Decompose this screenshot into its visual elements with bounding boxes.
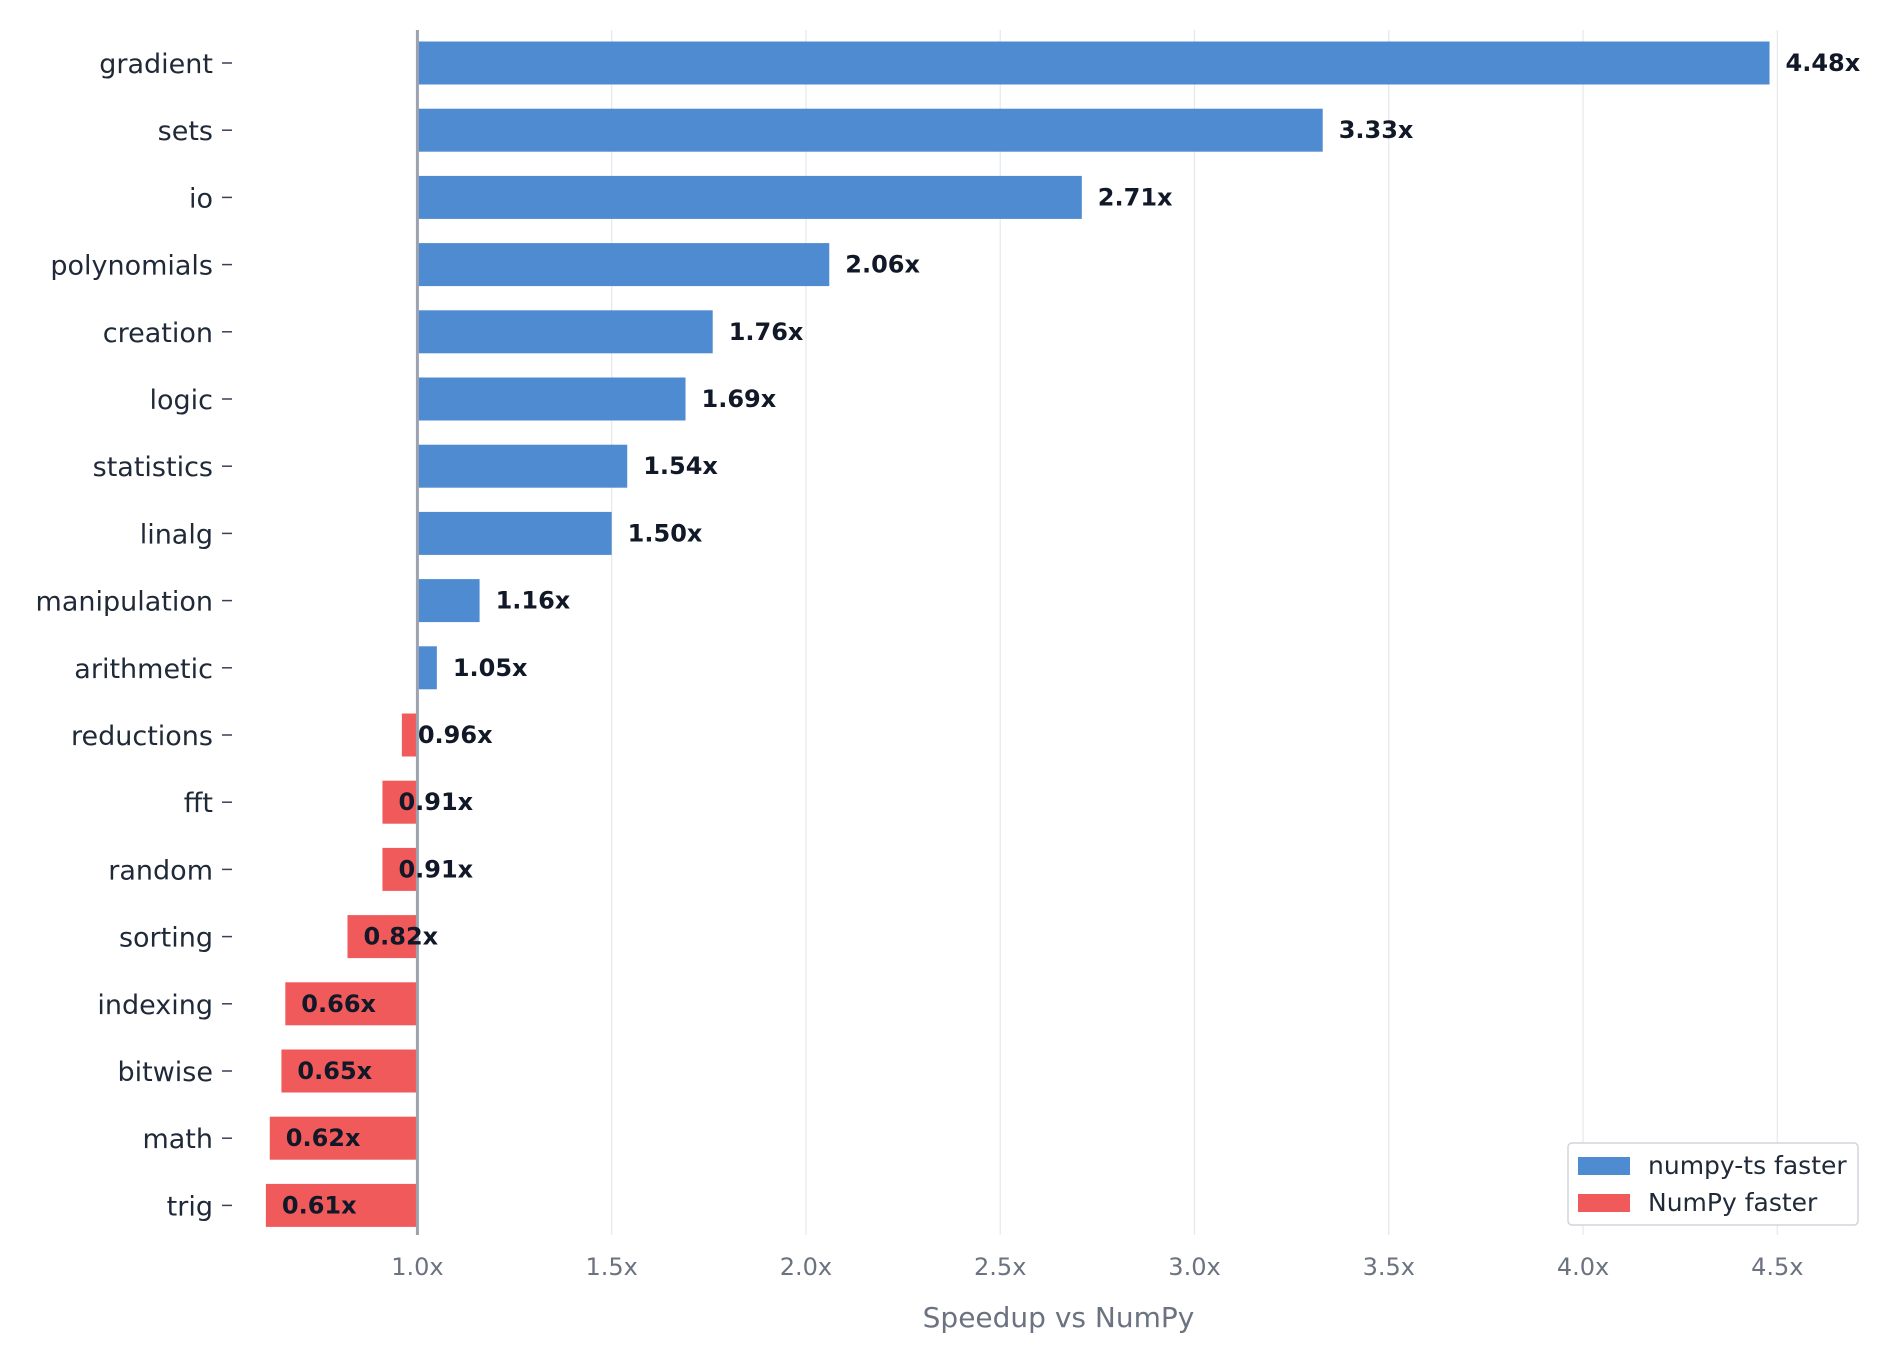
value-label: 1.50x <box>628 519 703 547</box>
legend-swatch-slower <box>1578 1194 1630 1212</box>
x-tick-label: 3.5x <box>1363 1253 1415 1281</box>
category-label: indexing <box>97 990 213 1021</box>
x-tick-label: 4.0x <box>1557 1253 1609 1281</box>
bar-math <box>269 1116 418 1160</box>
bar-statistics <box>417 444 628 488</box>
bar-sorting <box>347 915 418 959</box>
category-label: polynomials <box>50 251 213 282</box>
category-label: manipulation <box>36 587 213 618</box>
value-label: 1.76x <box>729 318 804 346</box>
bar-gradient <box>417 41 1770 85</box>
bar-polynomials <box>417 243 830 287</box>
x-tick-label: 1.0x <box>391 1253 443 1281</box>
value-label: 0.61x <box>282 1191 357 1219</box>
category-label: random <box>108 855 213 886</box>
category-label: creation <box>103 318 213 349</box>
category-label: arithmetic <box>74 654 213 685</box>
category-label: trig <box>167 1191 213 1222</box>
value-label: 1.54x <box>643 452 718 480</box>
bar-trig <box>265 1183 418 1227</box>
x-tick-label: 2.0x <box>780 1253 832 1281</box>
value-label: 0.91x <box>398 855 473 883</box>
bar-random <box>382 847 418 891</box>
category-label: linalg <box>140 519 213 550</box>
bar-reductions <box>401 713 418 757</box>
value-label: 0.65x <box>297 1057 372 1085</box>
category-label: reductions <box>71 721 213 752</box>
x-axis-title: Speedup vs NumPy <box>923 1301 1195 1334</box>
value-label: 2.71x <box>1098 183 1173 211</box>
category-label: statistics <box>93 452 213 483</box>
value-label: 0.96x <box>418 721 493 749</box>
grid-layer <box>416 30 1778 1235</box>
bar-arithmetic <box>417 646 437 690</box>
bar-creation <box>417 310 713 354</box>
value-label: 3.33x <box>1339 116 1414 144</box>
legend-label-slower: NumPy faster <box>1648 1188 1818 1217</box>
category-label: logic <box>149 385 213 416</box>
value-label: 0.82x <box>363 923 438 951</box>
bar-linalg <box>417 511 612 555</box>
x-tick-label: 4.5x <box>1751 1253 1803 1281</box>
category-label: sets <box>158 116 213 147</box>
legend-box <box>1567 1142 1859 1226</box>
value-label: 4.48x <box>1786 49 1861 77</box>
category-label: math <box>142 1124 213 1155</box>
label-layer: 4.48x 3.33x 2.71x 2.06x 1.76x 1.69x 1.54x 1.50x… <box>282 49 1861 1219</box>
value-label: 1.69x <box>702 385 777 413</box>
value-label: 0.62x <box>286 1124 361 1152</box>
x-tick-label: 2.5x <box>974 1253 1026 1281</box>
bar-bitwise <box>281 1049 418 1093</box>
bar-sets <box>417 108 1323 152</box>
value-label: 0.66x <box>301 990 376 1018</box>
value-label: 0.91x <box>398 788 473 816</box>
value-label: 1.16x <box>496 587 571 615</box>
bar-layer <box>265 41 1770 1227</box>
x-tick-label: 3.0x <box>1168 1253 1220 1281</box>
legend: numpy-ts faster NumPy faster <box>1567 1142 1859 1226</box>
legend-label-faster: numpy-ts faster <box>1648 1151 1847 1180</box>
bar-manipulation <box>417 579 480 623</box>
legend-swatch-faster <box>1578 1157 1630 1175</box>
bar-fft <box>382 780 418 824</box>
category-label: bitwise <box>118 1057 214 1088</box>
bar-logic <box>417 377 686 421</box>
category-label: gradient <box>99 49 213 80</box>
category-label: fft <box>184 788 213 819</box>
x-tick-label: 1.5x <box>585 1253 637 1281</box>
axis-layer: 1.0x 1.5x 2.0x 2.5x 3.0x 3.5x 4.0x 4.5x gradient… <box>36 49 1804 1281</box>
value-label: 1.05x <box>453 654 528 682</box>
category-label: sorting <box>119 923 213 954</box>
bar-indexing <box>285 982 418 1026</box>
value-label: 2.06x <box>845 251 920 279</box>
bar-io <box>417 175 1082 219</box>
category-label: io <box>189 183 213 214</box>
